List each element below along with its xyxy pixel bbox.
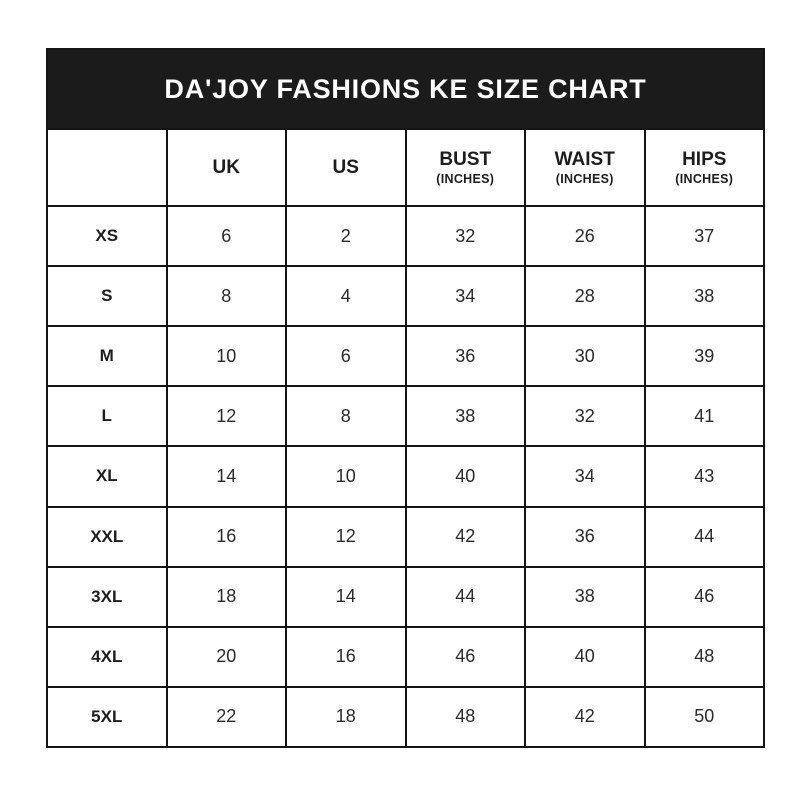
table-row: XXL 16 12 42 36 44 [46, 505, 765, 568]
row-size-label: 4XL [46, 625, 168, 688]
table-cell: 42 [404, 505, 526, 568]
row-size-label: XS [46, 204, 168, 268]
table-cell: 46 [643, 565, 765, 628]
table-cell: 32 [404, 204, 526, 268]
column-header-hips: HIPS (INCHES) [643, 128, 765, 207]
table-cell: 16 [285, 625, 407, 688]
table-cell: 26 [524, 204, 646, 268]
table-cell: 32 [524, 385, 646, 448]
table-row: 4XL 20 16 46 40 48 [46, 625, 765, 688]
column-header-uk: UK [165, 128, 287, 207]
table-cell: 2 [285, 204, 407, 268]
table-cell: 38 [524, 565, 646, 628]
table-cell: 38 [404, 385, 526, 448]
table-cell: 48 [404, 685, 526, 749]
table-cell: 34 [524, 445, 646, 508]
table-cell: 10 [165, 325, 287, 388]
table-cell: 36 [404, 325, 526, 388]
table-cell: 22 [165, 685, 287, 749]
table-cell: 38 [643, 265, 765, 328]
row-size-label: XXL [46, 505, 168, 568]
row-size-label: XL [46, 445, 168, 508]
table-row: 5XL 22 18 48 42 50 [46, 685, 765, 749]
table-cell: 28 [524, 265, 646, 328]
table-row: 3XL 18 14 44 38 46 [46, 565, 765, 628]
column-header-us: US [285, 128, 407, 207]
table-cell: 48 [643, 625, 765, 688]
size-chart-header: DA'JOY FASHIONS KE SIZE CHART UK US BUST… [46, 48, 765, 207]
table-cell: 41 [643, 385, 765, 448]
banner-row: DA'JOY FASHIONS KE SIZE CHART [46, 48, 765, 130]
row-size-label: L [46, 385, 168, 448]
table-cell: 14 [285, 565, 407, 628]
column-header-label: US [332, 156, 359, 178]
table-cell: 30 [524, 325, 646, 388]
table-cell: 8 [165, 265, 287, 328]
column-header-size [46, 128, 168, 207]
table-cell: 4 [285, 265, 407, 328]
size-chart-table: DA'JOY FASHIONS KE SIZE CHART UK US BUST… [46, 48, 765, 749]
table-row: XL 14 10 40 34 43 [46, 445, 765, 508]
table-cell: 43 [643, 445, 765, 508]
row-size-label: S [46, 265, 168, 328]
table-cell: 40 [404, 445, 526, 508]
column-header-label: WAIST [554, 148, 615, 170]
column-header-unit: (INCHES) [555, 171, 614, 186]
table-cell: 46 [404, 625, 526, 688]
column-header-label: UK [212, 156, 240, 178]
table-cell: 50 [643, 685, 765, 749]
table-cell: 44 [643, 505, 765, 568]
table-cell: 18 [165, 565, 287, 628]
size-table-body: XS 6 2 32 26 37 S 8 4 34 28 38 M 10 6 36 30 39 L 12 8 38 32 41 X… [46, 204, 765, 749]
table-row: XS 6 2 32 26 37 [46, 204, 765, 268]
column-header-label: BUST [439, 148, 492, 170]
table-cell: 39 [643, 325, 765, 388]
table-cell: 16 [165, 505, 287, 568]
table-cell: 6 [285, 325, 407, 388]
table-cell: 42 [524, 685, 646, 749]
table-cell: 10 [285, 445, 407, 508]
table-cell: 36 [524, 505, 646, 568]
table-row: M 10 6 36 30 39 [46, 325, 765, 388]
table-cell: 18 [285, 685, 407, 749]
table-cell: 8 [285, 385, 407, 448]
table-cell: 44 [404, 565, 526, 628]
table-cell: 20 [165, 625, 287, 688]
table-cell: 6 [165, 204, 287, 268]
table-cell: 14 [165, 445, 287, 508]
page-title: DA'JOY FASHIONS KE SIZE CHART [164, 73, 647, 104]
column-header-label: HIPS [682, 148, 727, 170]
table-cell: 12 [285, 505, 407, 568]
table-cell: 40 [524, 625, 646, 688]
row-size-label: 3XL [46, 565, 168, 628]
banner-cell: DA'JOY FASHIONS KE SIZE CHART [46, 48, 765, 130]
table-cell: 37 [643, 204, 765, 268]
column-header-waist: WAIST (INCHES) [524, 128, 646, 207]
column-header-unit: (INCHES) [436, 171, 495, 186]
row-size-label: 5XL [46, 685, 168, 749]
column-header-unit: (INCHES) [675, 171, 734, 186]
table-cell: 12 [165, 385, 287, 448]
table-cell: 34 [404, 265, 526, 328]
column-header-bust: BUST (INCHES) [404, 128, 526, 207]
column-header-row: UK US BUST (INCHES) WAIST (INCHES) HIPS … [46, 128, 765, 207]
row-size-label: M [46, 325, 168, 388]
table-row: S 8 4 34 28 38 [46, 265, 765, 328]
table-row: L 12 8 38 32 41 [46, 385, 765, 448]
